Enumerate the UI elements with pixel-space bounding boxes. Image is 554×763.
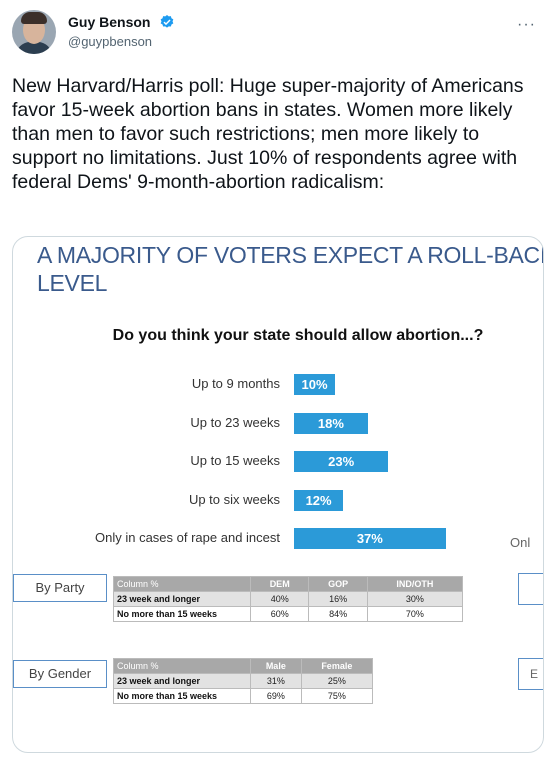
- bar-value-label: 12%: [305, 492, 332, 508]
- party-crosstab: Column % DEM GOP IND/OTH 23 week and longer 4…: [113, 576, 464, 622]
- cell-value: 25%: [300, 673, 374, 689]
- column-header: DEM: [249, 576, 310, 592]
- column-header: Male: [250, 658, 302, 674]
- column-header: IND/OTH: [366, 576, 464, 592]
- cell-value: 84%: [308, 606, 368, 622]
- chart-question: Do you think your state should allow abo…: [112, 327, 484, 344]
- bar-category-label: Only in cases of rape and incest: [95, 530, 280, 545]
- bar-category-label: Up to six weeks: [188, 491, 280, 507]
- row-label: No more than 15 weeks: [113, 688, 251, 704]
- bar-value-label: 37%: [356, 531, 383, 546]
- more-options-icon[interactable]: ···: [517, 16, 536, 33]
- bar: [294, 451, 389, 472]
- avatar[interactable]: [12, 10, 56, 54]
- author-name[interactable]: Guy Benson: [68, 14, 151, 30]
- slide-title: A MAJORITY OF VOTERS EXPECT A ROLL-BACI …: [37, 242, 544, 296]
- column-label: Column %: [113, 658, 251, 674]
- cell-value: 60%: [249, 606, 310, 622]
- tweet-header: Guy Benson @guypbenson ···: [12, 10, 542, 60]
- cut-off-box-gender: E: [518, 658, 543, 690]
- bar: [294, 528, 446, 549]
- table-header-row: Column % DEM GOP IND/OTH: [113, 576, 464, 592]
- cut-off-box: [518, 573, 543, 605]
- cell-value: 16%: [308, 591, 368, 607]
- cell-value: 40%: [249, 591, 310, 607]
- column-header: GOP: [308, 576, 368, 592]
- row-label: 23 week and longer: [113, 673, 251, 689]
- by-party-label: By Party: [13, 574, 107, 602]
- bar-category-label: Up to 9 months: [191, 376, 280, 391]
- column-label: Column %: [113, 576, 251, 592]
- verified-badge-icon: [160, 15, 174, 28]
- bar-category-label: Up to 23 weeks: [190, 414, 280, 430]
- tweet-text: New Harvard/Harris poll: Huge super-majo…: [12, 75, 524, 193]
- bar-value-label: 10%: [301, 377, 328, 392]
- table-row: 23 week and longer 31% 25%: [113, 673, 374, 689]
- cell-value: 70%: [366, 606, 464, 622]
- author-handle[interactable]: @guypbenson: [68, 34, 153, 49]
- cell-value: 69%: [250, 688, 302, 704]
- gender-crosstab: Column % Male Female 23 week and longer 31% 2…: [113, 658, 374, 704]
- row-label: 23 week and longer: [113, 591, 251, 607]
- cell-value: 31%: [250, 673, 302, 689]
- bar: [294, 412, 368, 434]
- cut-off-label: Onl: [510, 535, 531, 550]
- tweet-media-image[interactable]: A MAJORITY OF VOTERS EXPECT A ROLL-BACI …: [12, 236, 544, 753]
- bar: [294, 489, 344, 511]
- cell-value: 30%: [366, 591, 464, 607]
- row-label: No more than 15 weeks: [113, 606, 251, 622]
- table-row: 23 week and longer 40% 16% 30%: [113, 591, 464, 607]
- bar-value-label: 18%: [317, 415, 344, 431]
- by-gender-label: By Gender: [13, 660, 107, 688]
- bar: [294, 374, 335, 395]
- table-header-row: Column % Male Female: [113, 658, 374, 674]
- table-row: No more than 15 weeks 69% 75%: [113, 688, 374, 704]
- bar-chart: Up to 9 months 10% Up to 23 weeks 18% Up to …: [13, 362, 543, 562]
- bar-value-label: 23%: [328, 454, 355, 469]
- cell-value: 75%: [300, 688, 374, 704]
- column-header: Female: [300, 658, 374, 674]
- bar-category-label: Up to 15 weeks: [190, 453, 280, 468]
- table-row: No more than 15 weeks 60% 84% 70%: [113, 606, 464, 622]
